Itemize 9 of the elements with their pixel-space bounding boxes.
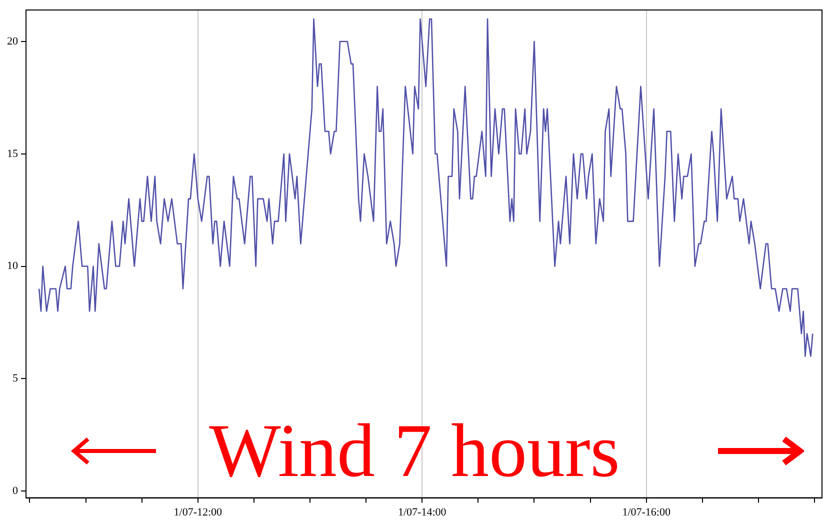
y-tick-label: 15 — [7, 148, 18, 160]
x-tick-label: 1/07-12:00 — [174, 506, 223, 518]
y-tick-label: 10 — [7, 260, 18, 272]
y-tick-label: 20 — [7, 35, 18, 48]
annotation: Wind 7 hours — [209, 409, 620, 493]
x-tick-label: 1/07-16:00 — [622, 506, 671, 518]
x-tick-label: 1/07-14:00 — [398, 506, 447, 518]
y-tick-label: 0 — [12, 484, 18, 497]
y-tick-label: 5 — [12, 372, 18, 385]
